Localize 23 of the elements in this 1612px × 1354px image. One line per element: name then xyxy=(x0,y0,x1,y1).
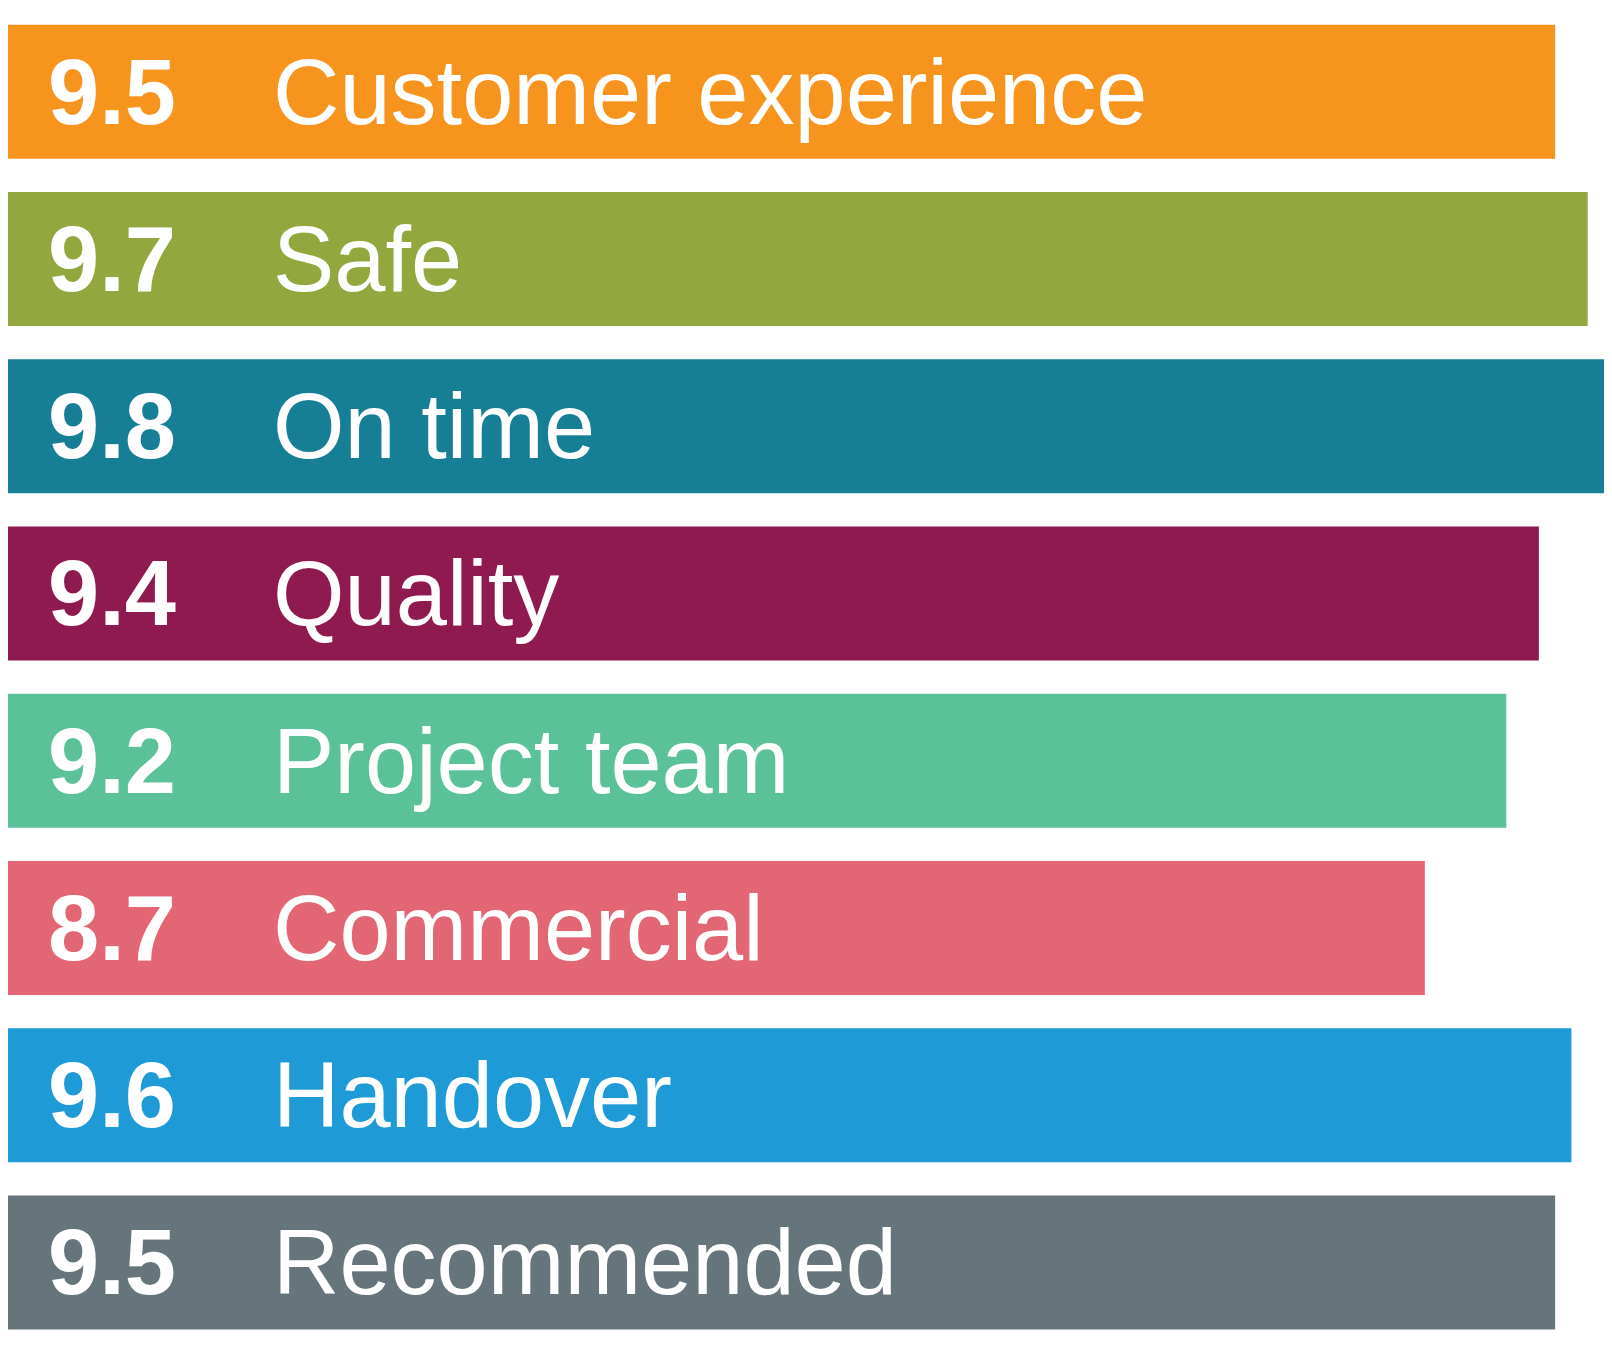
data-label: 9.7 xyxy=(48,207,176,310)
bar xyxy=(8,1195,1556,1330)
bar xyxy=(8,860,1425,995)
y-tick-label: Commercial xyxy=(273,876,764,979)
bar xyxy=(8,526,1539,661)
data-label: 9.2 xyxy=(48,709,176,812)
data-label: 9.4 xyxy=(48,542,176,645)
data-label: 9.5 xyxy=(48,1211,176,1314)
y-tick-label: Safe xyxy=(273,207,463,310)
y-tick-label: Handover xyxy=(273,1044,672,1147)
data-label: 9.6 xyxy=(48,1044,176,1147)
y-tick-label: Recommended xyxy=(273,1211,897,1314)
data-label: 9.5 xyxy=(48,40,176,143)
bar xyxy=(8,359,1604,494)
bar xyxy=(8,191,1588,326)
bar xyxy=(8,693,1507,828)
data-label: 9.8 xyxy=(48,375,176,478)
y-tick-label: Project team xyxy=(273,709,790,812)
y-tick-label: Quality xyxy=(273,542,560,645)
bar xyxy=(8,1028,1572,1163)
data-label: 8.7 xyxy=(48,876,176,979)
y-tick-label: Customer experience xyxy=(273,40,1148,143)
y-tick-label: On time xyxy=(273,375,596,478)
